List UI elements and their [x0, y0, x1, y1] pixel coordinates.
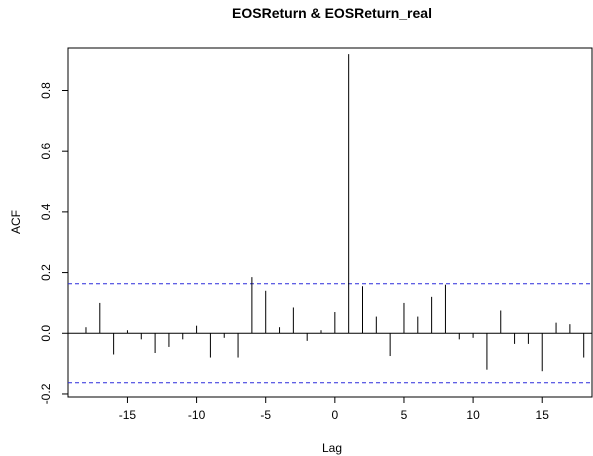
y-axis-label: ACF: [9, 210, 23, 234]
y-tick-label: 0.2: [39, 264, 53, 281]
y-tick-label: 0.4: [39, 203, 53, 220]
x-tick-label: -5: [260, 408, 271, 422]
plot-frame: [67, 47, 593, 398]
y-tick-label: 0.8: [39, 82, 53, 99]
x-tick-label: 5: [401, 408, 408, 422]
x-axis: -15 -10 -5 0 5 10 15: [119, 397, 549, 422]
confidence-bounds: [68, 283, 592, 384]
x-tick-label: -15: [119, 408, 137, 422]
x-tick-label: -10: [188, 408, 206, 422]
x-axis-label: Lag: [322, 441, 342, 455]
acf-spikes: [85, 54, 585, 372]
y-tick-label: 0.0: [39, 325, 53, 342]
chart-title: EOSReturn & EOSReturn_real: [232, 5, 432, 21]
y-axis: -0.2 0.0 0.2 0.4 0.6 0.8: [39, 82, 68, 404]
y-tick-label: -0.2: [39, 383, 53, 404]
x-tick-label: 15: [536, 408, 550, 422]
x-tick-label: 10: [466, 408, 480, 422]
x-tick-label: 0: [331, 408, 338, 422]
y-tick-label: 0.6: [39, 143, 53, 160]
